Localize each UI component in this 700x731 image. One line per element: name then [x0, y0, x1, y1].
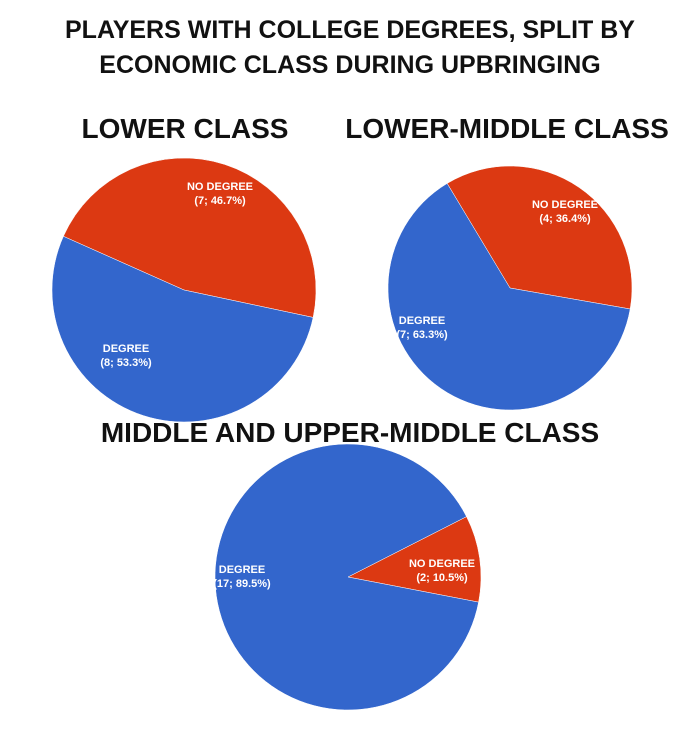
pie-slice	[387, 183, 631, 411]
slice-value-label: (17; 89.5%)	[213, 578, 271, 590]
slice-value-label: (2; 10.5%)	[416, 572, 468, 584]
pie-title: LOWER-MIDDLE CLASS	[345, 113, 669, 144]
slice-label: NO DEGREE	[409, 558, 475, 570]
pie-title: MIDDLE AND UPPER-MIDDLE CLASS	[101, 417, 599, 448]
slice-label: NO DEGREE	[187, 181, 253, 193]
pie-slice	[63, 157, 317, 318]
pie-slice	[347, 516, 482, 603]
slice-value-label: (4; 36.4%)	[539, 213, 591, 225]
pie-title: LOWER CLASS	[82, 113, 289, 144]
slice-value-label: (7; 63.3%)	[396, 329, 448, 341]
slice-label: DEGREE	[399, 315, 445, 327]
pie-slice	[51, 235, 314, 423]
slice-value-label: (8; 53.3%)	[100, 357, 152, 369]
main-title: PLAYERS WITH COLLEGE DEGREES, SPLIT BY	[65, 16, 635, 44]
slice-label: NO DEGREE	[532, 199, 598, 211]
slice-label: DEGREE	[219, 564, 265, 576]
slice-value-label: (7; 46.7%)	[194, 195, 246, 207]
slice-label: DEGREE	[103, 343, 149, 355]
pie-slice	[214, 443, 479, 711]
main-title: ECONOMIC CLASS DURING UPBRINGING	[99, 51, 600, 79]
pie-slice	[446, 165, 633, 310]
